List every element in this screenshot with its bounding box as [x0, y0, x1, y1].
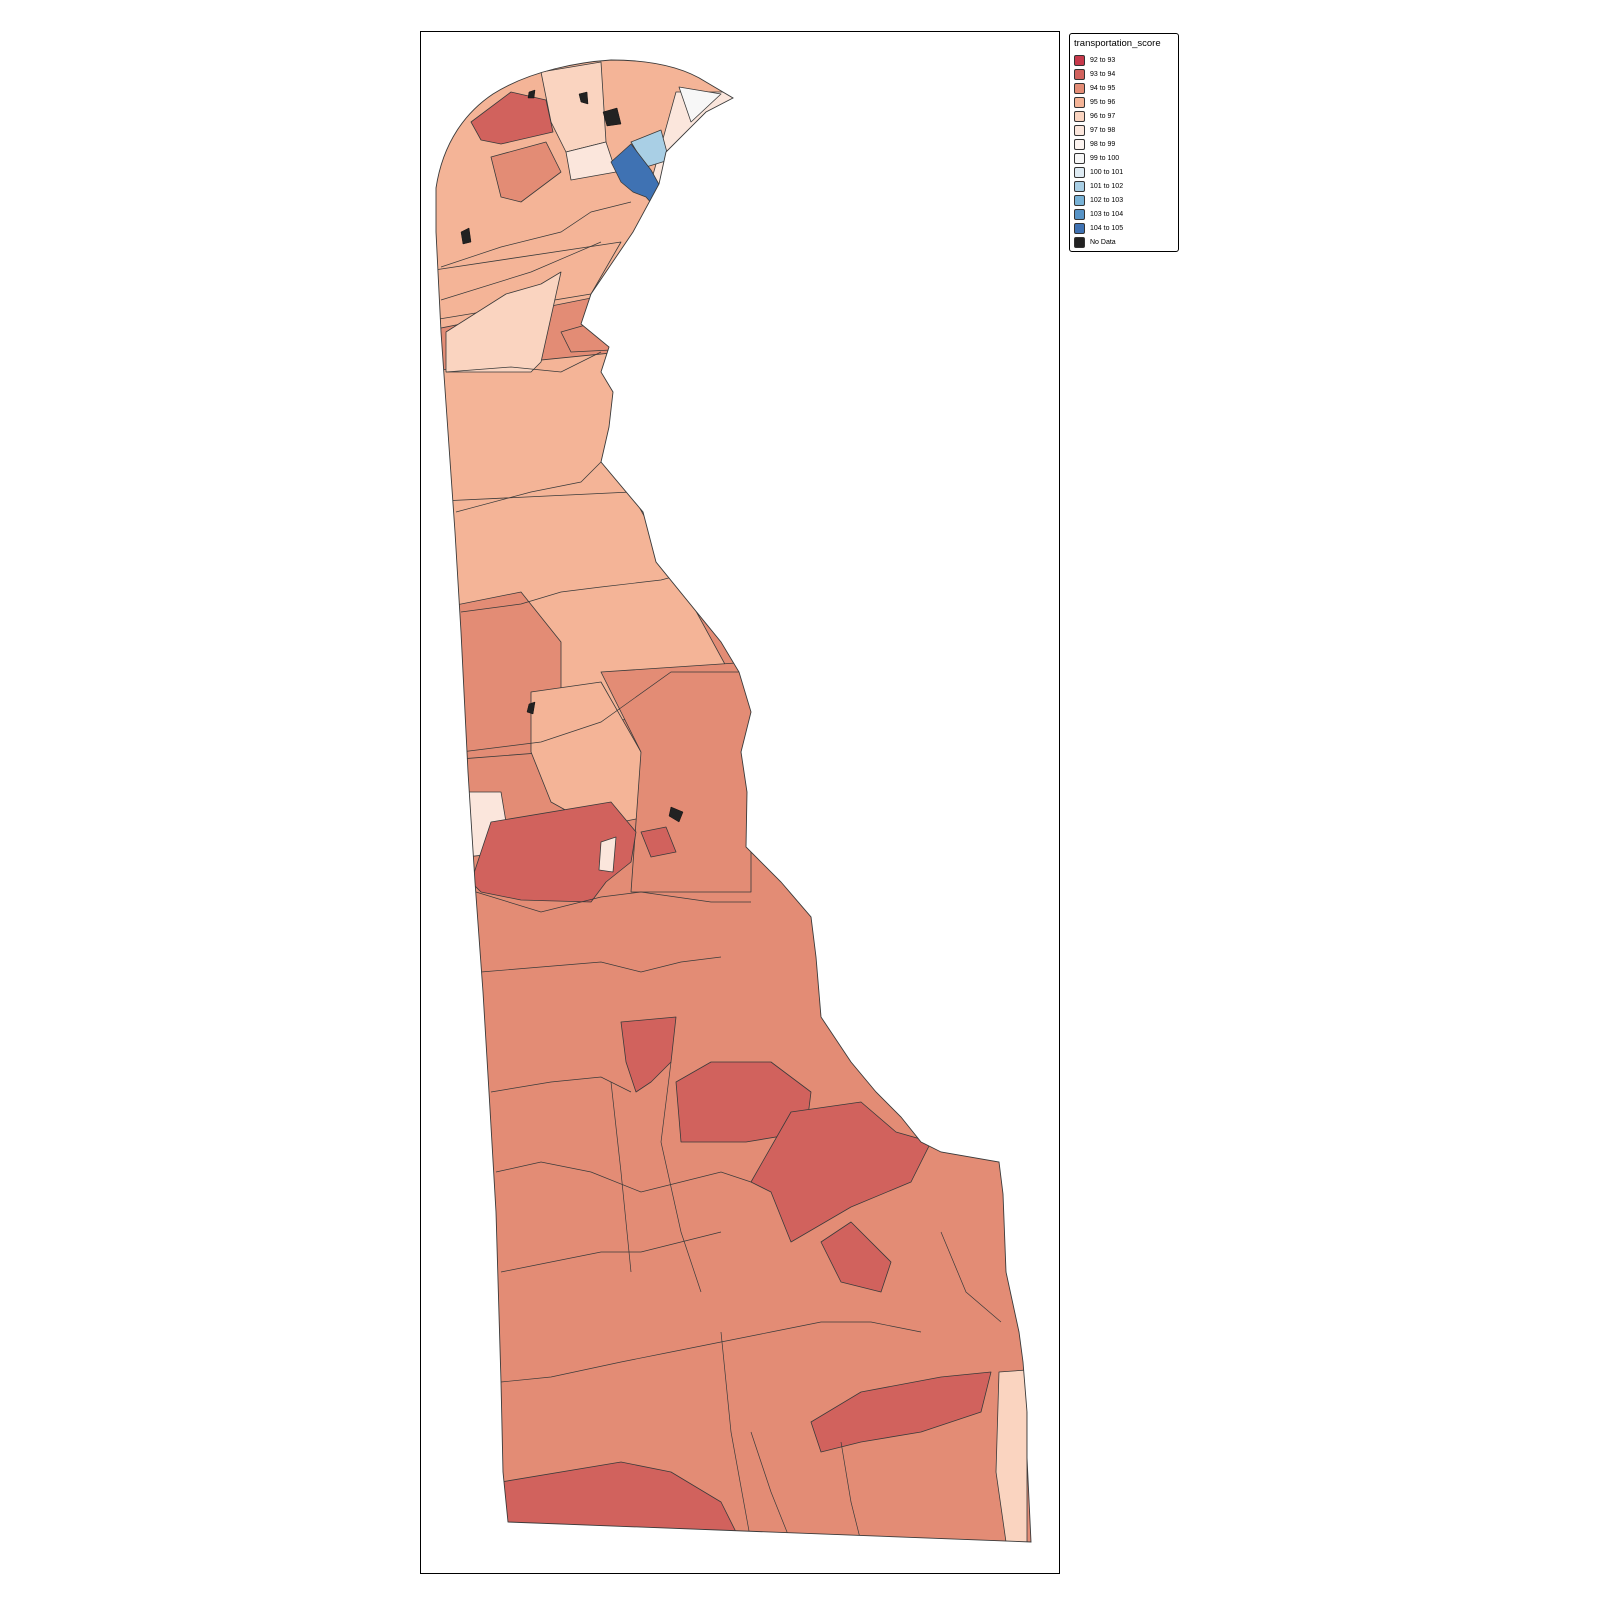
legend-swatch — [1074, 96, 1085, 108]
map-canvas — [435, 59, 1032, 1543]
region-south-border — [500, 1461, 742, 1542]
region-millsboro — [810, 1371, 992, 1453]
no-data-patch — [527, 89, 536, 99]
region-felton — [620, 1016, 677, 1093]
no-data-patch — [460, 227, 472, 245]
map-frame — [420, 31, 1060, 1574]
legend-item: 95 to 96 — [1074, 95, 1175, 109]
legend-swatch — [1074, 194, 1085, 206]
region-wilmington-side — [652, 196, 672, 215]
no-data-patch — [602, 107, 622, 127]
legend-item: 102 to 103 — [1074, 193, 1175, 207]
legend-item: 103 to 104 — [1074, 207, 1175, 221]
region-northwest-dark — [470, 91, 554, 145]
legend-item: 104 to 105 — [1074, 221, 1175, 235]
legend-label: No Data — [1090, 238, 1116, 246]
legend-label: 92 to 93 — [1090, 56, 1116, 64]
region-georgetown-north — [750, 1101, 932, 1243]
legend-label: 104 to 105 — [1090, 224, 1124, 232]
legend-swatch — [1074, 138, 1085, 150]
legend-item: 99 to 100 — [1074, 151, 1175, 165]
region-pike-creek — [445, 271, 562, 373]
legend-swatch — [1074, 110, 1085, 122]
legend-swatch — [1074, 82, 1085, 94]
legend-swatch — [1074, 166, 1085, 178]
legend-label: 101 to 102 — [1090, 182, 1124, 190]
legend-item: 97 to 98 — [1074, 123, 1175, 137]
legend-label: 98 to 99 — [1090, 140, 1116, 148]
legend-swatch — [1074, 236, 1085, 248]
legend-item: 94 to 95 — [1074, 81, 1175, 95]
region-georgetown — [820, 1221, 892, 1293]
legend: transportation_score 92 to 93 93 to 94 94 … — [1069, 33, 1179, 252]
legend-label: 97 to 98 — [1090, 126, 1116, 134]
legend-label: 94 to 95 — [1090, 84, 1116, 92]
legend-item: 96 to 97 — [1074, 109, 1175, 123]
legend-item: 101 to 102 — [1074, 179, 1175, 193]
legend-swatch — [1074, 208, 1085, 220]
legend-swatch — [1074, 180, 1085, 192]
legend-swatch — [1074, 222, 1085, 234]
no-data-patch — [668, 806, 684, 823]
legend-swatch — [1074, 152, 1085, 164]
legend-swatch — [1074, 68, 1085, 80]
legend-item: 98 to 99 — [1074, 137, 1175, 151]
no-data-patch — [578, 91, 589, 105]
legend-label: 103 to 104 — [1090, 210, 1124, 218]
region-dover-light — [598, 836, 617, 873]
legend-label: 93 to 94 — [1090, 70, 1116, 78]
legend-swatch — [1074, 124, 1085, 136]
region-coast-light — [995, 1369, 1028, 1542]
state-outline — [435, 59, 1032, 1543]
region-dover-east — [640, 826, 677, 858]
legend-label: 100 to 101 — [1090, 168, 1124, 176]
legend-item: 93 to 94 — [1074, 67, 1175, 81]
legend-items: 92 to 93 93 to 94 94 to 95 95 to 96 96 to 97… — [1074, 53, 1175, 249]
legend-label: 96 to 97 — [1090, 112, 1116, 120]
legend-item: 100 to 101 — [1074, 165, 1175, 179]
legend-label: 102 to 103 — [1090, 196, 1124, 204]
legend-item: 92 to 93 — [1074, 53, 1175, 67]
legend-title: transportation_score — [1074, 38, 1161, 49]
legend-label: 95 to 96 — [1090, 98, 1116, 106]
legend-label: 99 to 100 — [1090, 154, 1120, 162]
region-arden — [678, 86, 722, 123]
no-data-patch — [526, 701, 536, 715]
region-dover — [470, 801, 637, 903]
legend-swatch — [1074, 54, 1085, 66]
region-northwest-mid — [490, 141, 562, 203]
legend-item: No Data — [1074, 235, 1175, 249]
